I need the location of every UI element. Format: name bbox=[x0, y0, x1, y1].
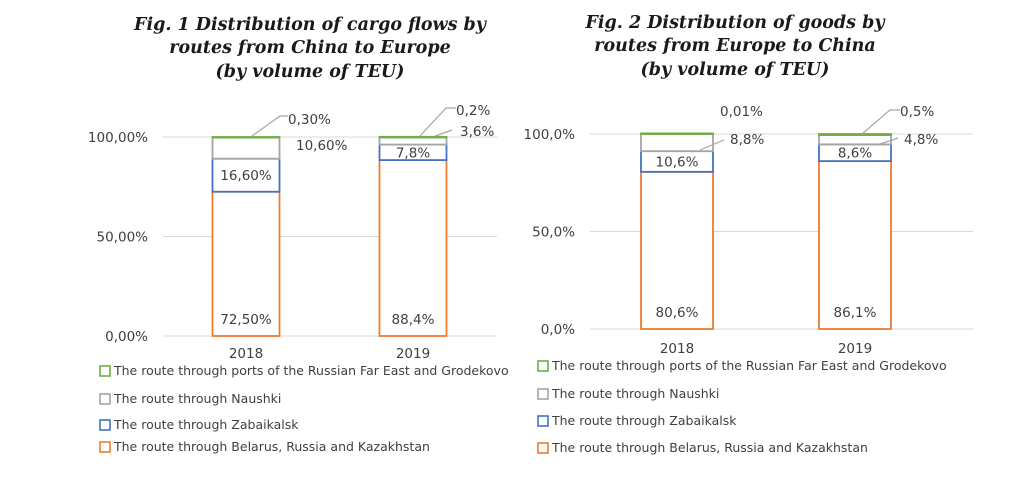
legend-entry: The route through Zabaikalsk bbox=[551, 413, 737, 428]
legend-entry: The route through Naushki bbox=[113, 391, 281, 406]
chart-title-line: routes from China to Europe bbox=[169, 38, 450, 58]
leader-line bbox=[419, 107, 456, 137]
bar-segment bbox=[640, 132, 714, 135]
data-label: 80,6% bbox=[656, 305, 699, 321]
data-label: 16,60% bbox=[220, 168, 272, 184]
data-label: 4,8% bbox=[904, 132, 938, 148]
x-tick-label: 2018 bbox=[660, 341, 694, 357]
bar-segment bbox=[211, 190, 281, 337]
data-label: 7,8% bbox=[396, 145, 430, 161]
data-label: 0,30% bbox=[288, 112, 331, 128]
data-label: 8,6% bbox=[838, 146, 872, 162]
bar-segment bbox=[818, 160, 892, 330]
data-label: 10,6% bbox=[656, 154, 699, 170]
bar-segment bbox=[378, 136, 448, 146]
bar-segment bbox=[640, 170, 714, 330]
bar-segment bbox=[818, 134, 892, 146]
leader-line bbox=[251, 115, 288, 137]
legend-entry: The route through Naushki bbox=[551, 386, 719, 401]
leader-line bbox=[879, 137, 899, 145]
data-label: 8,8% bbox=[730, 132, 764, 148]
legend-swatch bbox=[537, 360, 549, 372]
legend-entry: The route through ports of the Russian F… bbox=[551, 358, 947, 373]
chart-title-line: Fig. 1 Distribution of cargo flows by bbox=[133, 15, 488, 35]
legend-swatch bbox=[537, 415, 549, 427]
chart-title-line: (by volume of TEU) bbox=[641, 60, 830, 80]
data-label: 0,01% bbox=[720, 104, 763, 120]
legend-swatch bbox=[99, 365, 111, 377]
y-tick-label: 0,0% bbox=[541, 322, 575, 338]
y-tick-label: 100,00% bbox=[88, 130, 148, 146]
data-label: 88,4% bbox=[392, 312, 435, 328]
x-tick-label: 2018 bbox=[229, 346, 263, 362]
data-label: 86,1% bbox=[834, 305, 877, 321]
chart-title-line: (by volume of TEU) bbox=[216, 62, 405, 82]
legend-swatch bbox=[99, 419, 111, 431]
data-label: 3,6% bbox=[460, 124, 494, 140]
bar-segment bbox=[378, 159, 448, 337]
bar-segment bbox=[211, 136, 281, 139]
data-label: 10,60% bbox=[296, 138, 348, 154]
leader-line bbox=[861, 109, 900, 135]
legend-swatch bbox=[99, 393, 111, 405]
x-tick-label: 2019 bbox=[838, 341, 872, 357]
chart-title-line: routes from Europe to China bbox=[594, 36, 875, 56]
legend-entry: The route through Zabaikalsk bbox=[113, 417, 299, 432]
data-label: 72,50% bbox=[220, 312, 272, 328]
y-tick-label: 50,00% bbox=[97, 230, 149, 246]
data-label: 0,2% bbox=[456, 103, 490, 119]
bar-segment bbox=[818, 133, 892, 136]
legend-swatch bbox=[537, 442, 549, 454]
legend-entry: The route through ports of the Russian F… bbox=[113, 363, 509, 378]
y-tick-label: 0,00% bbox=[105, 329, 148, 345]
legend-swatch bbox=[537, 388, 549, 400]
bar-segment bbox=[211, 136, 281, 160]
y-tick-label: 50,0% bbox=[532, 225, 575, 241]
bar-segment bbox=[378, 135, 448, 139]
leader-line bbox=[699, 139, 725, 151]
y-tick-label: 100,0% bbox=[524, 127, 576, 143]
legend-swatch bbox=[99, 441, 111, 453]
x-tick-label: 2019 bbox=[396, 346, 430, 362]
chart-title-line: Fig. 2 Distribution of goods by bbox=[584, 13, 886, 33]
legend-entry: The route through Belarus, Russia and Ka… bbox=[113, 439, 430, 454]
legend-entry: The route through Belarus, Russia and Ka… bbox=[551, 440, 868, 455]
data-label: 0,5% bbox=[900, 104, 934, 120]
